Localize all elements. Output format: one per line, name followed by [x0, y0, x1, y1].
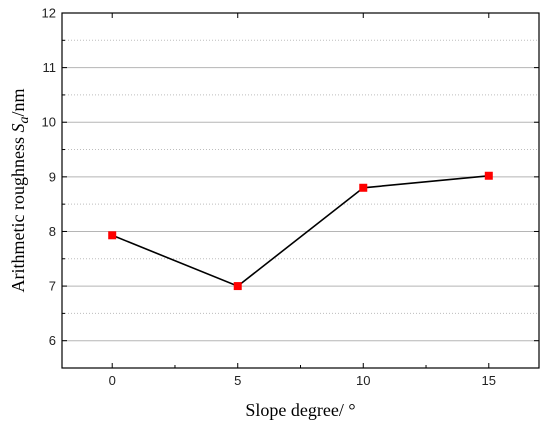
y-axis-title: Arithmetic roughness Sa/nm	[8, 89, 32, 293]
y-tick-label: 8	[49, 224, 56, 239]
plot-frame	[61, 12, 540, 369]
y-axis-title-unit: /nm	[8, 89, 28, 117]
x-axis-title: Slope degree/ °	[245, 400, 355, 420]
x-tick-label: 15	[482, 373, 496, 388]
y-axis-title-subscript: a	[17, 117, 32, 124]
series-line	[108, 171, 493, 291]
y-tick-label: 11	[43, 60, 57, 75]
y-tick-label: 10	[42, 115, 56, 130]
data-point	[359, 183, 368, 192]
y-tick-label: 9	[49, 169, 56, 184]
y-axis-title-text: Arithmetic roughness	[8, 133, 28, 293]
x-tick-label: 10	[356, 373, 370, 388]
y-tick-label: 6	[49, 333, 56, 348]
y-axis-title-symbol: S	[8, 124, 28, 133]
x-tick-label: 0	[109, 373, 116, 388]
data-point	[484, 171, 493, 180]
series-path	[111, 175, 489, 288]
axes: 6 7 8 9 10 11 12 0 5 10 15	[42, 6, 539, 388]
grid-lines	[62, 39, 539, 369]
data-point	[233, 282, 242, 291]
y-tick-label: 12	[42, 6, 56, 21]
data-point	[108, 231, 117, 240]
y-tick-label: 7	[49, 279, 56, 294]
x-tick-label: 5	[234, 373, 241, 388]
